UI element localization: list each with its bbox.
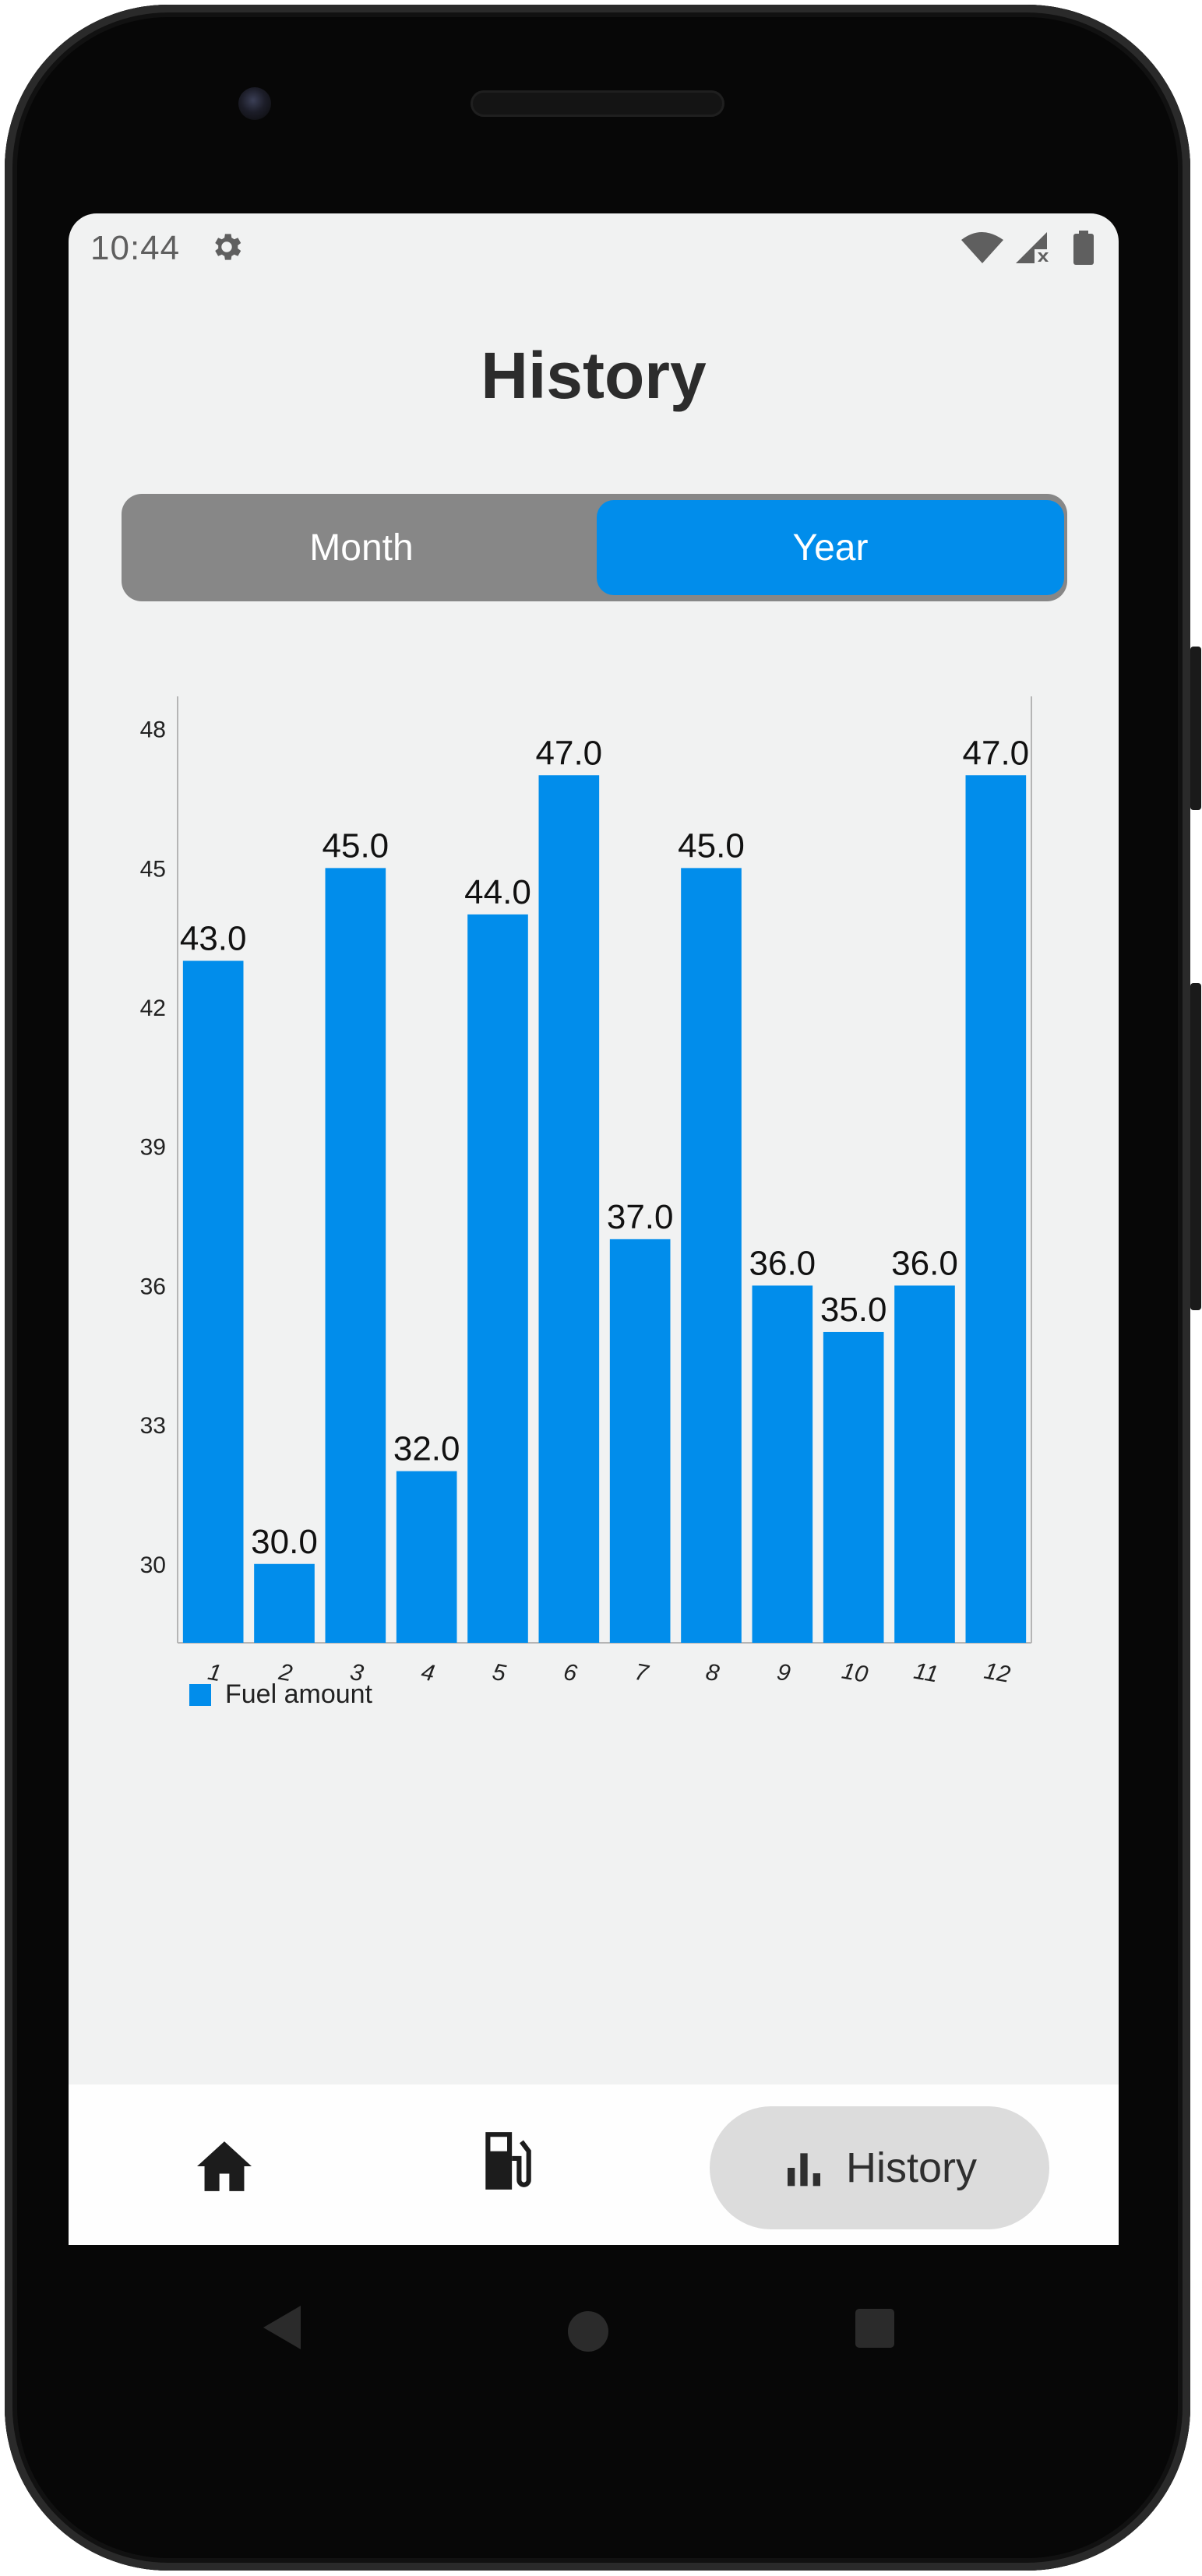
x-tick-label: 11	[911, 1658, 939, 1688]
bar	[609, 1239, 671, 1643]
value-label: 32.0	[393, 1430, 460, 1468]
y-tick-label: 36	[140, 1274, 166, 1299]
settings-icon	[215, 234, 241, 260]
value-label: 37.0	[607, 1198, 674, 1236]
y-tick-label: 33	[140, 1413, 166, 1439]
value-label: 36.0	[749, 1244, 816, 1282]
y-tick-label: 30	[140, 1552, 166, 1578]
x-tick-label: 5	[491, 1659, 508, 1686]
bar-chart: 30 33 36 39 42 45 48 43.0 1 30.0 2 45.0 3 32.0 4 44.0 5 4…	[140, 696, 1032, 1688]
status-time: 10:44	[90, 229, 181, 267]
y-tick-label: 48	[140, 717, 166, 743]
x-tick-label: 3	[348, 1659, 365, 1686]
x-tick-label: 7	[633, 1659, 650, 1687]
fuel-chart: 30 33 36 39 42 45 48 43.0 1 30.0 2 45.0 3 32.0 4 44.0 5 4…	[69, 681, 1119, 1958]
nav-history-button[interactable]: History	[710, 2106, 1049, 2229]
period-toggle: Month Year	[122, 494, 1067, 601]
x-tick-label: 4	[419, 1659, 436, 1686]
value-label: 45.0	[323, 826, 390, 865]
bottom-navigation: History	[69, 2084, 1119, 2245]
y-tick-label: 45	[140, 856, 166, 882]
x-tick-label: 2	[277, 1659, 294, 1687]
x-tick-label: 12	[982, 1658, 1013, 1687]
bar	[396, 1471, 457, 1643]
status-bar: 10:44	[69, 213, 1119, 280]
front-camera	[238, 87, 271, 120]
bar	[325, 868, 386, 1643]
home-icon[interactable]	[193, 2139, 256, 2194]
battery-icon	[1073, 234, 1094, 265]
value-label: 44.0	[464, 873, 531, 911]
back-icon[interactable]	[260, 2304, 304, 2351]
value-label: 45.0	[678, 826, 745, 865]
value-label: 47.0	[536, 734, 603, 772]
x-tick-label: 6	[562, 1659, 579, 1686]
x-tick-label: 9	[775, 1659, 792, 1686]
earpiece-speaker	[471, 90, 724, 117]
y-tick-label: 42	[140, 996, 166, 1021]
bar	[823, 1331, 884, 1643]
value-label: 30.0	[251, 1523, 318, 1561]
page-title: History	[481, 339, 707, 412]
chart-legend: Fuel amount	[189, 1679, 372, 1710]
bar	[467, 914, 528, 1643]
bar	[752, 1285, 813, 1643]
x-tick-label: 8	[704, 1659, 721, 1686]
bar	[182, 960, 244, 1643]
x-tick-label: 1	[206, 1659, 223, 1686]
nav-history-label: History	[845, 2144, 977, 2191]
signal-off-icon	[1016, 232, 1047, 263]
legend-label: Fuel amount	[225, 1679, 372, 1709]
legend-swatch	[189, 1683, 211, 1706]
bar	[254, 1563, 315, 1643]
value-label: 43.0	[180, 919, 247, 957]
system-navigation-bar	[69, 2245, 1119, 2401]
recent-apps-icon[interactable]	[855, 2309, 894, 2348]
tab-month[interactable]: Month	[309, 527, 414, 569]
tab-year[interactable]: Year	[597, 500, 1064, 595]
status-icons	[961, 231, 1094, 265]
value-label: 47.0	[963, 734, 1030, 772]
value-label: 36.0	[891, 1244, 958, 1282]
bar	[681, 868, 742, 1643]
volume-button	[1190, 647, 1201, 810]
x-tick-label: 10	[840, 1658, 870, 1687]
bar	[894, 1285, 955, 1643]
bar	[538, 775, 600, 1643]
home-circle-icon[interactable]	[567, 2310, 609, 2352]
wifi-icon	[961, 232, 1003, 263]
bar-chart-icon	[787, 2153, 820, 2187]
y-tick-label: 39	[140, 1135, 166, 1161]
fuel-pump-icon[interactable]	[480, 2130, 534, 2192]
value-label: 35.0	[820, 1291, 887, 1329]
power-button	[1190, 983, 1201, 1310]
app-screen: 10:44 History Month Year 30 33 36 39 42 45 48 4…	[69, 213, 1119, 2245]
bar	[965, 775, 1027, 1643]
